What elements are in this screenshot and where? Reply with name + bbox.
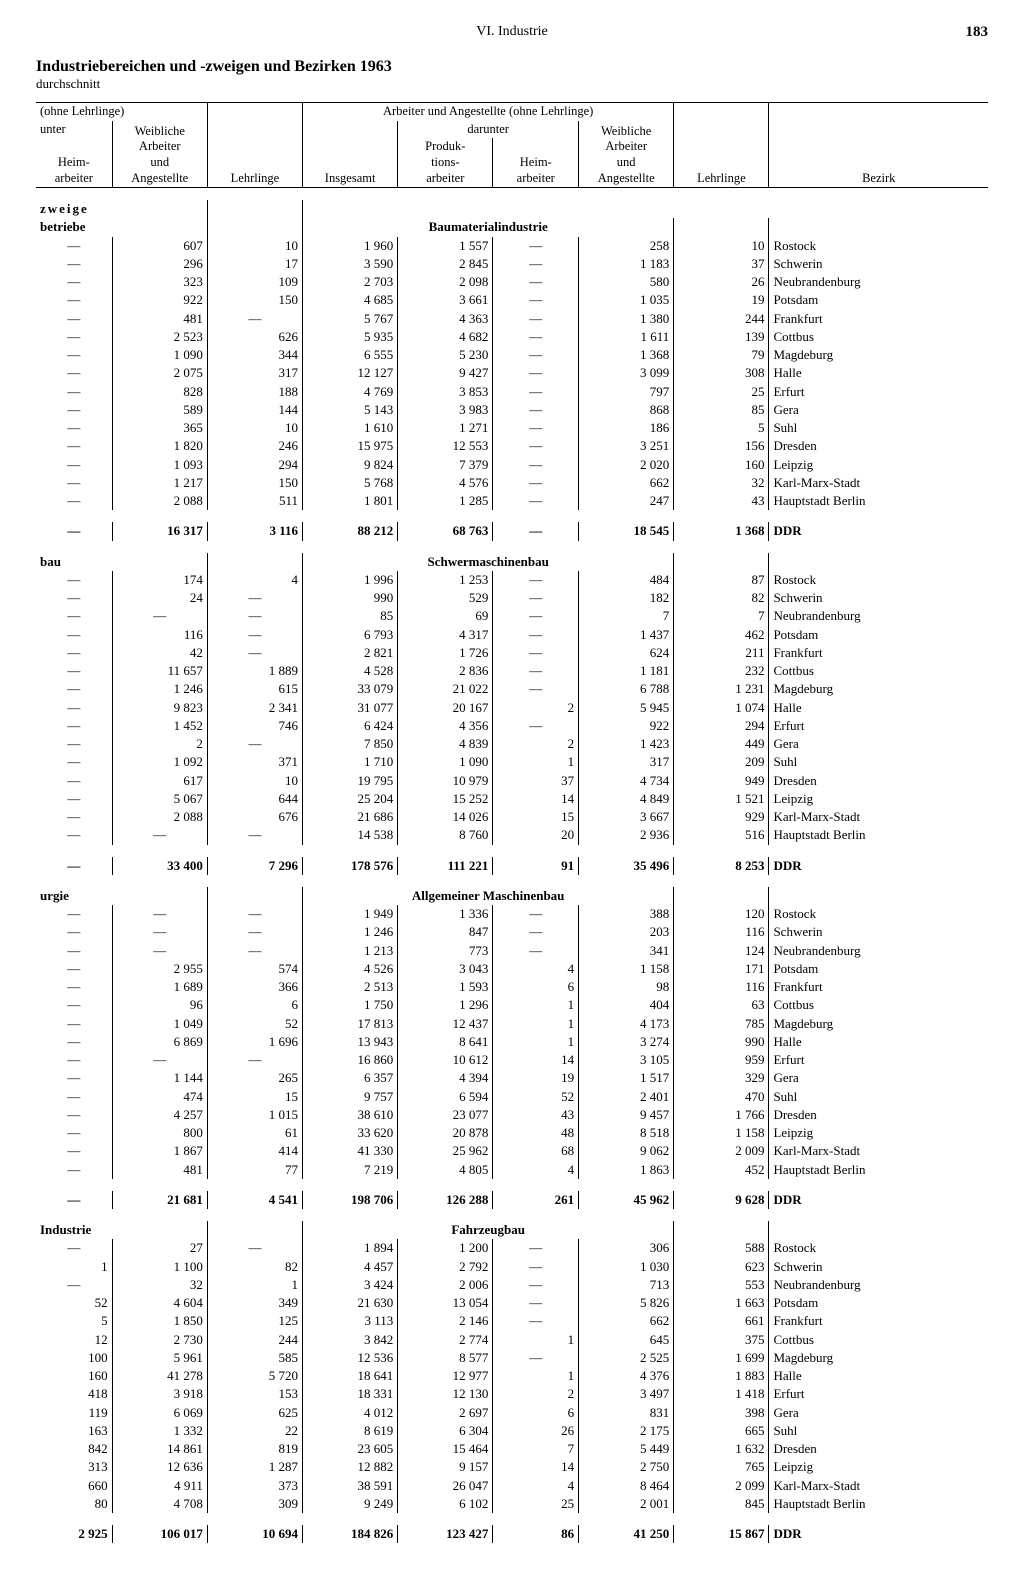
table-row: —21 6814 541198 706126 28826145 9629 628… [36, 1191, 988, 1209]
table-row: —6171019 79510 979374 734949Dresden [36, 772, 988, 790]
page-number: 183 [966, 24, 989, 41]
col-insgesamt: Insgesamt [303, 121, 398, 188]
table-row: —481—5 7674 363—1 380244Frankfurt [36, 310, 988, 328]
table-row: —6 8691 69613 9438 64113 274990Halle [36, 1033, 988, 1051]
col-weibl-1: Weibliche Arbeiter und Angestellte [112, 121, 207, 188]
table-row: —2—7 8504 83921 423449Gera [36, 735, 988, 753]
industry-table: (ohne Lehrlinge) Lehrlinge Arbeiter und … [36, 102, 988, 1555]
table-row: —17441 9961 253—48487Rostock [36, 571, 988, 589]
section-title: Baumaterialindustrie [303, 218, 674, 236]
table-row: —2 08867621 68614 026153 667929Karl-Marx… [36, 808, 988, 826]
table-row: —2 07531712 1279 427—3 099308Halle [36, 364, 988, 382]
table-row: —1 0932949 8247 379—2 020160Leipzig [36, 456, 988, 474]
col-weibl-2: Weibliche Arbeiter und Angestellte [579, 121, 674, 188]
table-row: —16 3173 11688 21268 763—18 5451 368DDR [36, 522, 988, 540]
section-title: Allgemeiner Maschinenbau [303, 887, 674, 905]
table-row: ———1 213773—341124Neubrandenburg [36, 942, 988, 960]
table-row: —365101 6101 271—1865Suhl [36, 419, 988, 437]
table-row: ———14 5388 760202 936516Hauptstadt Berli… [36, 826, 988, 844]
table-row: 1631 332228 6196 304262 175665Suhl [36, 1422, 988, 1440]
col-darunter: darunter [398, 121, 579, 139]
table-row: —24—990529—18282Schwerin [36, 589, 988, 607]
table-row: —2 9555744 5263 04341 158171Potsdam [36, 960, 988, 978]
table-row: —5891445 1433 983—86885Gera [36, 401, 988, 419]
page-subtitle: durchschnitt [36, 76, 988, 92]
table-row: 16041 2785 72018 64112 97714 3761 883Hal… [36, 1367, 988, 1385]
col-heim-2: Heim- arbeiter [493, 138, 579, 187]
table-row: ———16 86010 612143 105959Erfurt [36, 1051, 988, 1069]
table-row: —33 4007 296178 576111 2219135 4968 253D… [36, 857, 988, 875]
col-lehrlinge-2: Lehrlinge [674, 103, 769, 188]
table-row: —2 5236265 9354 682—1 611139Cottbus [36, 328, 988, 346]
table-row: —1 82024615 97512 553—3 251156Dresden [36, 437, 988, 455]
table-row: —42—2 8211 726—624211Frankfurt [36, 644, 988, 662]
table-row: 804 7083099 2496 102252 001845Hauptstadt… [36, 1495, 988, 1513]
table-row: 2 925106 01710 694184 826123 4278641 250… [36, 1525, 988, 1543]
table-row: —116—6 7934 317—1 437462Potsdam [36, 626, 988, 644]
table-row: —1 6893662 5131 593698116Frankfurt [36, 978, 988, 996]
table-row: —296173 5902 845—1 18337Schwerin [36, 255, 988, 273]
table-row: —607101 9601 557—25810Rostock [36, 237, 988, 255]
table-row: —9 8232 34131 07720 16725 9451 074Halle [36, 699, 988, 717]
side-label: betriebe [36, 218, 207, 236]
table-row: 4183 91815318 33112 13023 4971 418Erfurt [36, 1385, 988, 1403]
table-row: 84214 86181923 60515 46475 4491 632Dresd… [36, 1440, 988, 1458]
table-row: —1 2171505 7684 576—66232Karl-Marx-Stadt [36, 474, 988, 492]
side-label: urgie [36, 887, 207, 905]
table-row: 1005 96158512 5368 577—2 5251 699Magdebu… [36, 1349, 988, 1367]
table-body: zweigebetriebe Baumaterialindustrie—60710… [36, 200, 988, 1555]
side-label: zweige [36, 200, 207, 218]
table-row: ———8569—77Neubrandenburg [36, 607, 988, 625]
table-row: 1196 0696254 0122 6976831398Gera [36, 1404, 988, 1422]
section-title: Schwermaschinenbau [303, 553, 674, 571]
table-row: 31312 6361 28712 8829 157142 750765Leipz… [36, 1458, 988, 1476]
table-row: —5 06764425 20415 252144 8491 521Leipzig [36, 790, 988, 808]
table-row: —1 1442656 3574 394191 517329Gera [36, 1069, 988, 1087]
side-label: bau [36, 553, 207, 571]
table-row: —474159 7576 594522 401470Suhl [36, 1088, 988, 1106]
section-title: Fahrzeugbau [303, 1221, 674, 1239]
col-ohne-lehrlinge: (ohne Lehrlinge) [36, 103, 207, 121]
table-row: —481777 2194 80541 863452Hauptstadt Berl… [36, 1161, 988, 1179]
col-group: Arbeiter und Angestellte (ohne Lehrlinge… [303, 103, 674, 121]
table-row: —27—1 8941 200—306588Rostock [36, 1239, 988, 1257]
col-prod: Produk- tions- arbeiter [398, 138, 493, 187]
table-row: —1 0495217 81312 43714 173785Magdeburg [36, 1015, 988, 1033]
table-row: —1 86741441 33025 962689 0622 009Karl-Ma… [36, 1142, 988, 1160]
section-chapter: VI. Industrie [36, 24, 988, 40]
table-row: 51 8501253 1132 146—662661Frankfurt [36, 1312, 988, 1330]
table-row: —1 24661533 07921 022—6 7881 231Magdebur… [36, 680, 988, 698]
running-head: VI. Industrie 183 [36, 24, 988, 40]
table-row: ———1 9491 336—388120Rostock [36, 905, 988, 923]
table-row: 524 60434921 63013 054—5 8261 663Potsdam [36, 1294, 988, 1312]
table-row: —9661 7501 296140463Cottbus [36, 996, 988, 1014]
table-row: 11 100824 4572 792—1 030623Schwerin [36, 1258, 988, 1276]
col-unter: unter [36, 121, 112, 139]
col-bezirk: Bezirk [769, 103, 988, 188]
table-row: —8006133 62020 878488 5181 158Leipzig [36, 1124, 988, 1142]
table-row: 122 7302443 8422 7741645375Cottbus [36, 1331, 988, 1349]
table-row: 6604 91137338 59126 04748 4642 099Karl-M… [36, 1477, 988, 1495]
table-row: ———1 246847—203116Schwerin [36, 923, 988, 941]
table-row: —2 0885111 8011 285—24743Hauptstadt Berl… [36, 492, 988, 510]
table-row: —4 2571 01538 61023 077439 4571 766Dresd… [36, 1106, 988, 1124]
table-row: —8281884 7693 853—79725Erfurt [36, 383, 988, 401]
table-row: —11 6571 8894 5282 836—1 181232Cottbus [36, 662, 988, 680]
table-row: —9221504 6853 661—1 03519Potsdam [36, 291, 988, 309]
table-row: —3231092 7032 098—58026Neubrandenburg [36, 273, 988, 291]
page-title: Industriebereichen und -zweigen und Bezi… [36, 58, 988, 76]
table-row: —1 0923711 7101 0901317209Suhl [36, 753, 988, 771]
table-row: —3213 4242 006—713553Neubrandenburg [36, 1276, 988, 1294]
table-row: —1 4527466 4244 356—922294Erfurt [36, 717, 988, 735]
col-heim-1: Heim- arbeiter [36, 138, 112, 187]
table-row: —1 0903446 5555 230—1 36879Magdeburg [36, 346, 988, 364]
side-label: Industrie [36, 1221, 207, 1239]
col-lehrlinge-1: Lehrlinge [207, 103, 302, 188]
